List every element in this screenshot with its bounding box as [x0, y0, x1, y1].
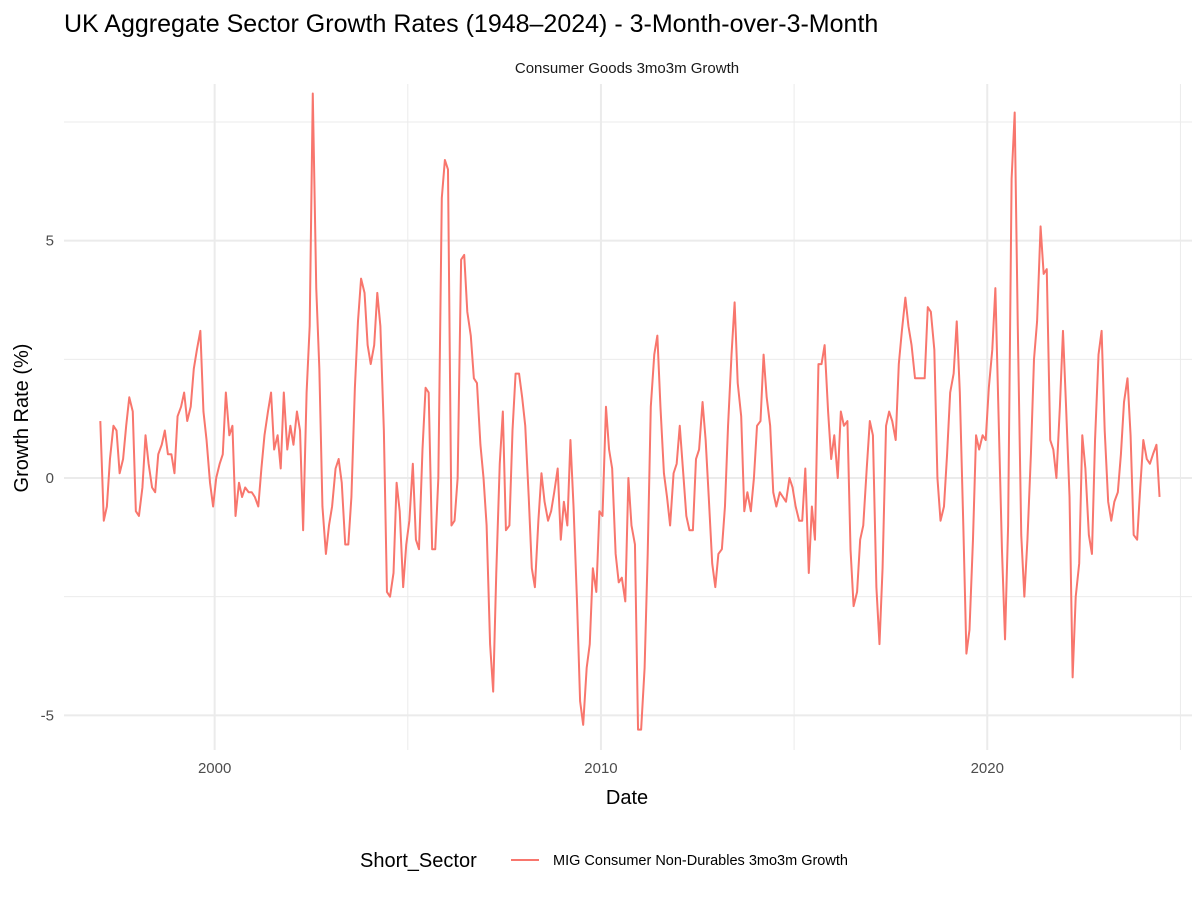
legend: Short_Sector MIG Consumer Non-Durables 3…	[360, 850, 848, 872]
y-axis-tick-labels: -5 0 5	[41, 233, 54, 725]
series-line-0	[99, 92, 1161, 731]
x-axis-title: Date	[606, 787, 648, 809]
legend-label: MIG Consumer Non-Durables 3mo3m Growth	[553, 853, 848, 869]
legend-title: Short_Sector	[360, 850, 477, 872]
x-axis-tick-labels: 2000 2010 2020	[198, 760, 1004, 777]
y-tick-label: 0	[46, 470, 54, 487]
facet-strip-title: Consumer Goods 3mo3m Growth	[515, 60, 739, 77]
series-layer	[99, 92, 1161, 731]
y-tick-label: -5	[41, 707, 54, 724]
x-tick-label: 2010	[584, 760, 617, 777]
y-tick-label: 5	[46, 233, 54, 250]
x-tick-label: 2020	[971, 760, 1004, 777]
y-axis-title: Growth Rate (%)	[11, 344, 33, 493]
grid-lines	[64, 84, 1192, 750]
x-tick-label: 2000	[198, 760, 231, 777]
chart-title: UK Aggregate Sector Growth Rates (1948–2…	[64, 10, 878, 38]
